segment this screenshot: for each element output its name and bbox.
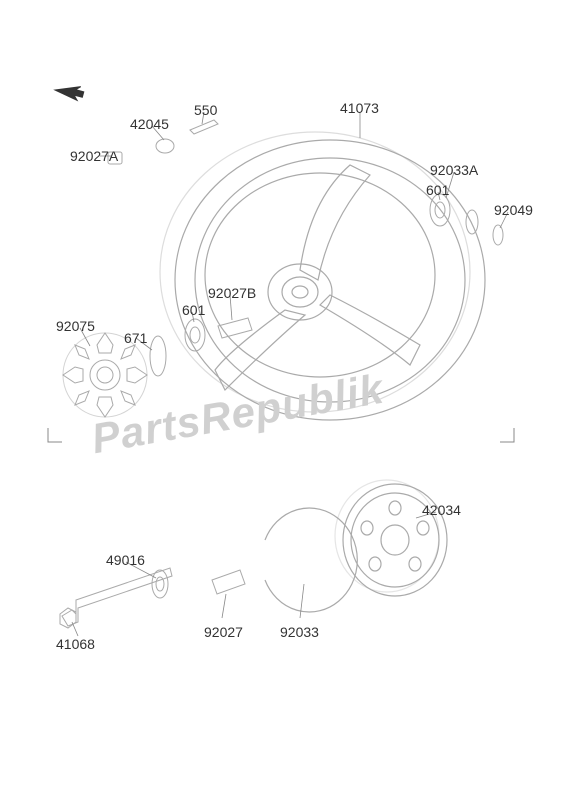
- corner-brackets: [48, 428, 514, 442]
- snap-ring: [265, 508, 357, 612]
- part-label-92027: 92027: [204, 624, 243, 640]
- part-label-92049: 92049: [494, 202, 533, 218]
- part-label-92075: 92075: [56, 318, 95, 334]
- part-label-601-a: 601: [426, 182, 449, 198]
- part-label-92033: 92033: [280, 624, 319, 640]
- part-label-601-b: 601: [182, 302, 205, 318]
- part-label-671: 671: [124, 330, 147, 346]
- part-label-41068: 41068: [56, 636, 95, 652]
- o-ring: [150, 336, 166, 376]
- coupling-hub: [335, 480, 447, 596]
- part-label-92033a: 92033A: [430, 162, 478, 178]
- part-label-41073: 41073: [340, 100, 379, 116]
- part-label-550: 550: [194, 102, 217, 118]
- part-label-92027b: 92027B: [208, 285, 256, 301]
- part-label-42045: 42045: [130, 116, 169, 132]
- part-label-42034: 42034: [422, 502, 461, 518]
- collar-middle: [218, 318, 252, 338]
- axle-assembly: [60, 568, 245, 628]
- diagram-svg: [0, 0, 578, 800]
- parts-diagram: PartsRepublik 550 42045 92027A 41073 920…: [0, 0, 578, 800]
- part-label-49016: 49016: [106, 552, 145, 568]
- bearings: [185, 194, 503, 351]
- part-label-92027a: 92027A: [70, 148, 118, 164]
- arrow-icon: [55, 78, 86, 107]
